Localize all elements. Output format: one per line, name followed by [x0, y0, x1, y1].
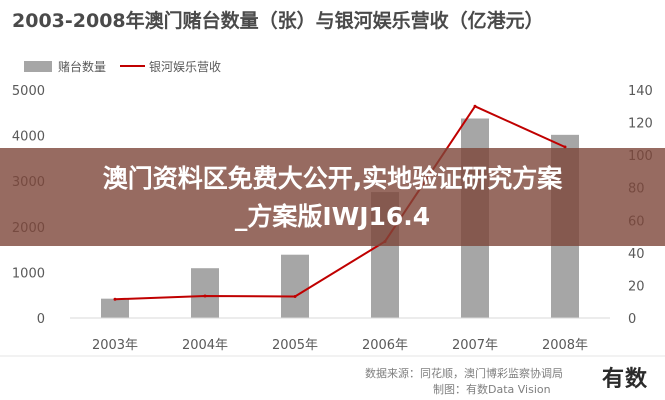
banner-text: 澳门资料区免费大公开,实地验证研究方案 _方案版IWJ16.4 [0, 160, 665, 236]
banner-line-2: _方案版IWJ16.4 [234, 202, 431, 231]
logo-text: 有数 [601, 367, 648, 392]
x-tick-label: 2004年 [182, 338, 228, 353]
x-tick-label: 2006年 [362, 338, 408, 353]
bar [101, 298, 129, 318]
legend-label-line: 银河娱乐营收 [149, 60, 221, 74]
bar [281, 254, 309, 318]
left-tick-label: 0 [37, 312, 45, 327]
x-tick-label: 2005年 [272, 338, 318, 353]
x-tick-label: 2003年 [92, 338, 138, 353]
banner-line-1: 澳门资料区免费大公开,实地验证研究方案 [102, 164, 563, 193]
right-tick-label: 120 [628, 117, 653, 132]
x-axis: 2003年 2004年 2005年 2006年 2007年 2008年 [92, 338, 588, 353]
line-point [203, 294, 207, 298]
revenue-line [114, 105, 566, 301]
bar [191, 268, 219, 318]
x-tick-label: 2008年 [542, 338, 588, 353]
legend-label-bar: 赌台数量 [58, 59, 106, 74]
line-point [293, 295, 297, 299]
legend: 赌台数量 银河娱乐营收 [24, 59, 221, 74]
left-tick-label: 1000 [12, 266, 45, 281]
source-text: 数据来源：同花顺，澳门博彩监察协调局 [365, 366, 563, 380]
left-tick-label: 5000 [12, 84, 45, 99]
line-point [473, 104, 477, 108]
credit-text: 制图：有数Data Vision [433, 382, 551, 396]
chart-title: 2003-2008年澳门赌台数量（张）与银河娱乐营收（亿港元） [12, 9, 544, 32]
right-tick-label: 140 [628, 84, 653, 99]
line-point [113, 297, 117, 301]
legend-swatch-bar [24, 61, 52, 72]
right-tick-label: 20 [628, 279, 645, 294]
left-tick-label: 4000 [12, 130, 45, 145]
overlay-banner [0, 148, 665, 246]
logo: 有数 [590, 358, 660, 396]
line-point [563, 145, 567, 149]
right-tick-label: 40 [628, 247, 645, 262]
x-tick-label: 2007年 [452, 338, 498, 353]
right-tick-label: 0 [628, 312, 636, 327]
